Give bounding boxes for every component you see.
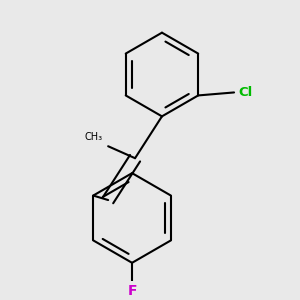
Text: F: F [127,284,137,298]
Text: CH₃: CH₃ [84,132,102,142]
Text: Cl: Cl [238,86,253,99]
